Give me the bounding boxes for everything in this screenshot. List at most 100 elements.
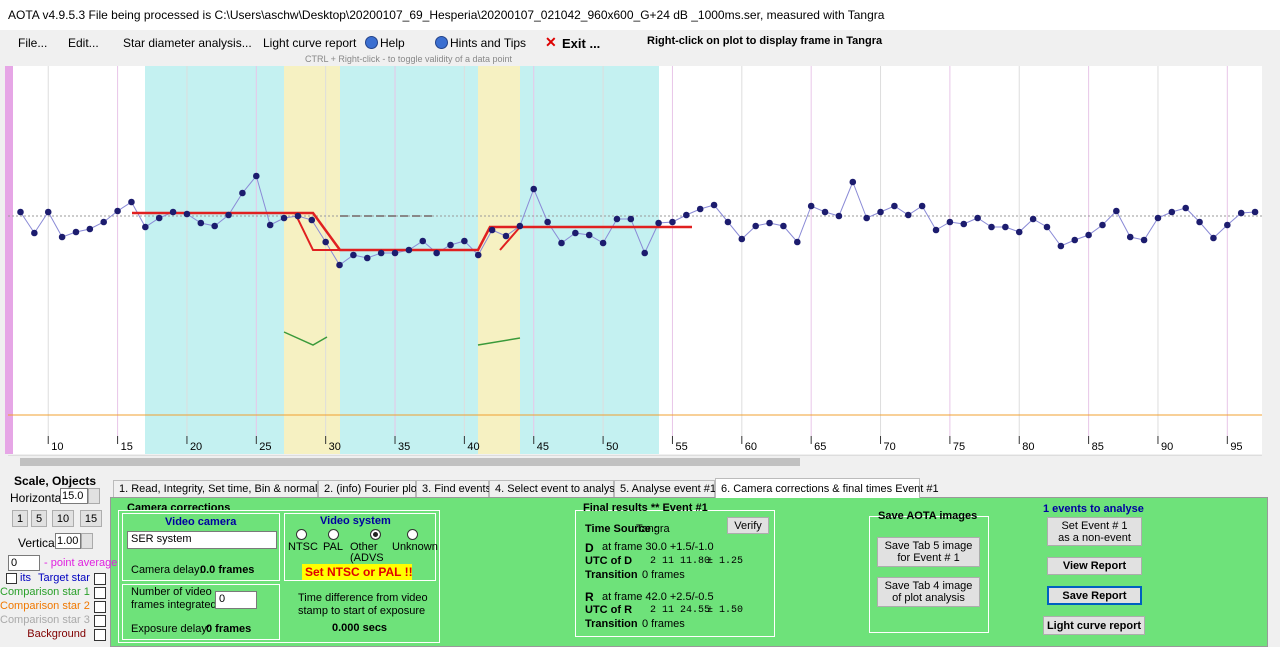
data-point xyxy=(1210,234,1217,242)
radio[interactable] xyxy=(328,529,339,540)
scale-button[interactable]: 15 xyxy=(80,510,102,527)
spinner[interactable] xyxy=(81,533,93,549)
data-point xyxy=(669,218,676,226)
menu-item[interactable]: Help xyxy=(380,36,405,50)
data-point xyxy=(766,219,773,227)
menu-item[interactable]: Exit ... xyxy=(562,36,601,51)
input[interactable] xyxy=(60,488,88,504)
menu-item[interactable]: File... xyxy=(18,36,48,50)
x-tick-label: 90 xyxy=(1161,441,1173,453)
camera-heading: Camera corrections xyxy=(127,502,231,514)
data-point xyxy=(447,241,454,249)
scrollbar[interactable] xyxy=(8,455,1262,468)
save-tab4-button[interactable]: Save Tab 4 image of plot analysis xyxy=(877,577,980,607)
light-curve-plot[interactable]: 10 15 20 25 30 35 40 45 50 55 60 65 70 75 80 85 90 95 xyxy=(0,66,1280,454)
menu-item[interactable]: Edit... xyxy=(68,36,99,50)
label: Exposure delay: xyxy=(131,623,210,635)
tab[interactable] xyxy=(614,480,715,497)
checkbox[interactable] xyxy=(94,573,106,585)
data-point xyxy=(974,214,981,222)
data-point xyxy=(169,208,177,216)
data-point xyxy=(183,210,191,218)
tab[interactable] xyxy=(489,480,614,497)
save-report-button[interactable]: Save Report xyxy=(1047,586,1142,605)
radio[interactable] xyxy=(407,529,418,540)
warning: Set NTSC or PAL !! xyxy=(305,565,413,579)
light-curve-report-button[interactable]: Light curve report xyxy=(1043,616,1145,635)
result-text: UTC of D xyxy=(585,555,633,567)
data-point xyxy=(641,249,649,257)
scale-button[interactable]: 5 xyxy=(31,510,47,527)
warning-banner xyxy=(302,564,412,580)
checkbox[interactable] xyxy=(6,573,17,584)
data-point xyxy=(239,189,246,197)
data-point xyxy=(572,229,579,237)
toggle-hint: CTRL + Right-click - to toggle validity … xyxy=(305,54,513,64)
tab[interactable] xyxy=(715,478,920,498)
horizontal-value: 15.0 xyxy=(62,490,84,502)
menu-item[interactable]: Light curve report xyxy=(263,36,357,50)
data-point xyxy=(31,229,38,237)
data-point xyxy=(780,222,787,230)
x-tick-label: 20 xyxy=(190,441,202,453)
data-point xyxy=(918,202,926,210)
scrollbar-thumb[interactable] xyxy=(20,458,800,466)
fit-line xyxy=(499,226,521,251)
left-strip xyxy=(5,66,13,454)
data-point xyxy=(1057,242,1065,250)
data-point xyxy=(1251,208,1259,216)
checkbox[interactable] xyxy=(94,615,106,627)
verify-button[interactable]: Verify xyxy=(727,517,769,534)
green-trace xyxy=(283,331,328,346)
data-point xyxy=(835,212,843,220)
object-label: Target star xyxy=(38,572,90,584)
menu-item[interactable]: Star diameter analysis... xyxy=(123,36,252,50)
video-system-heading: Video system xyxy=(320,515,391,527)
checkbox[interactable] xyxy=(94,601,106,613)
data-point xyxy=(322,238,329,246)
tab[interactable] xyxy=(318,480,416,497)
label: Horizontal xyxy=(10,491,65,505)
button-label: 5 xyxy=(35,512,43,525)
tab[interactable] xyxy=(113,480,318,497)
radio[interactable] xyxy=(296,529,307,540)
tab[interactable] xyxy=(416,480,489,497)
select[interactable] xyxy=(8,555,40,571)
data-point xyxy=(585,231,593,239)
camera-select[interactable] xyxy=(127,531,277,549)
button-label: Save Report xyxy=(1062,589,1127,602)
events-heading: 1 events to analyse xyxy=(1043,503,1144,515)
scale-button[interactable]: 10 xyxy=(52,510,74,527)
view-report-button[interactable]: View Report xyxy=(1047,557,1142,575)
r-region xyxy=(478,66,520,454)
time-diff: 0.000 secs xyxy=(332,622,388,634)
fit-line xyxy=(294,212,340,251)
radio[interactable] xyxy=(370,529,381,540)
data-point xyxy=(530,185,538,193)
video-camera-heading: Video camera xyxy=(165,516,237,528)
group-box xyxy=(118,510,440,643)
help-icon xyxy=(435,36,448,49)
button-label: of plot analysis xyxy=(892,592,965,604)
save-tab5-button[interactable]: Save Tab 5 image for Event # 1 xyxy=(877,537,980,567)
radio-label: (ADVS xyxy=(350,552,384,564)
input[interactable] xyxy=(55,533,81,549)
result-text: ± 1.25 xyxy=(707,556,744,567)
menu-bar xyxy=(0,30,1280,66)
result-text: Transition xyxy=(585,569,638,581)
scale-button[interactable]: 1 xyxy=(12,510,28,527)
spinner[interactable] xyxy=(88,488,100,504)
exit-icon: ✕ xyxy=(545,34,557,50)
checkbox[interactable] xyxy=(94,587,106,599)
button-label: 1 xyxy=(16,512,24,525)
button-label: as a non-event xyxy=(1058,531,1131,544)
data-point xyxy=(1099,221,1106,229)
x-tick-label: 10 xyxy=(51,441,63,453)
x-tick-label: 60 xyxy=(745,441,757,453)
frames-select[interactable] xyxy=(215,591,257,609)
menu-item[interactable]: Hints and Tips xyxy=(450,36,527,50)
checkbox[interactable] xyxy=(94,629,106,641)
non-event-button[interactable]: Set Event # 1 as a non-event xyxy=(1047,517,1142,546)
data-point xyxy=(350,251,357,259)
object-label: Comparison star 3 xyxy=(0,614,90,626)
